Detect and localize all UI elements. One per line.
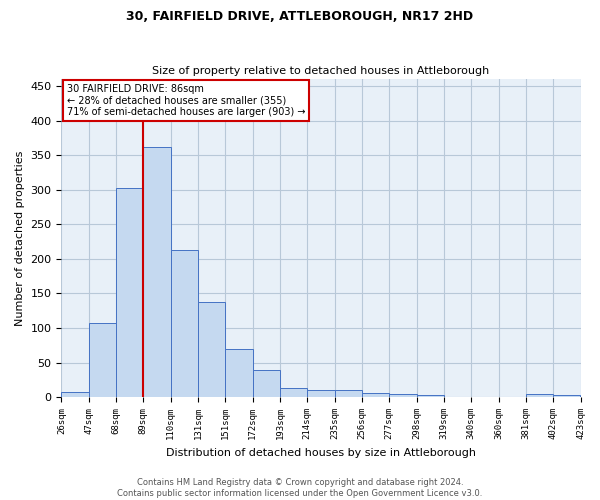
Bar (553, 395, 580, 397)
Bar (170, 250, 198, 397)
Bar (416, 395, 444, 397)
Bar (143, 147, 170, 397)
Y-axis label: Number of detached properties: Number of detached properties (15, 150, 25, 326)
Bar (253, 370, 280, 397)
Text: 30 FAIRFIELD DRIVE: 86sqm
← 28% of detached houses are smaller (355)
71% of semi: 30 FAIRFIELD DRIVE: 86sqm ← 28% of detac… (67, 84, 305, 117)
Bar (280, 388, 307, 397)
Bar (61, 392, 89, 397)
Bar (389, 394, 416, 397)
Bar (526, 394, 553, 397)
Bar (198, 302, 226, 397)
Bar (335, 390, 362, 397)
X-axis label: Distribution of detached houses by size in Attleborough: Distribution of detached houses by size … (166, 448, 476, 458)
Bar (226, 349, 253, 397)
Bar (89, 322, 116, 397)
Bar (362, 393, 389, 397)
Text: 30, FAIRFIELD DRIVE, ATTLEBOROUGH, NR17 2HD: 30, FAIRFIELD DRIVE, ATTLEBOROUGH, NR17 … (127, 10, 473, 23)
Title: Size of property relative to detached houses in Attleborough: Size of property relative to detached ho… (152, 66, 490, 76)
Text: Contains HM Land Registry data © Crown copyright and database right 2024.
Contai: Contains HM Land Registry data © Crown c… (118, 478, 482, 498)
Bar (307, 390, 335, 397)
Bar (116, 188, 143, 397)
